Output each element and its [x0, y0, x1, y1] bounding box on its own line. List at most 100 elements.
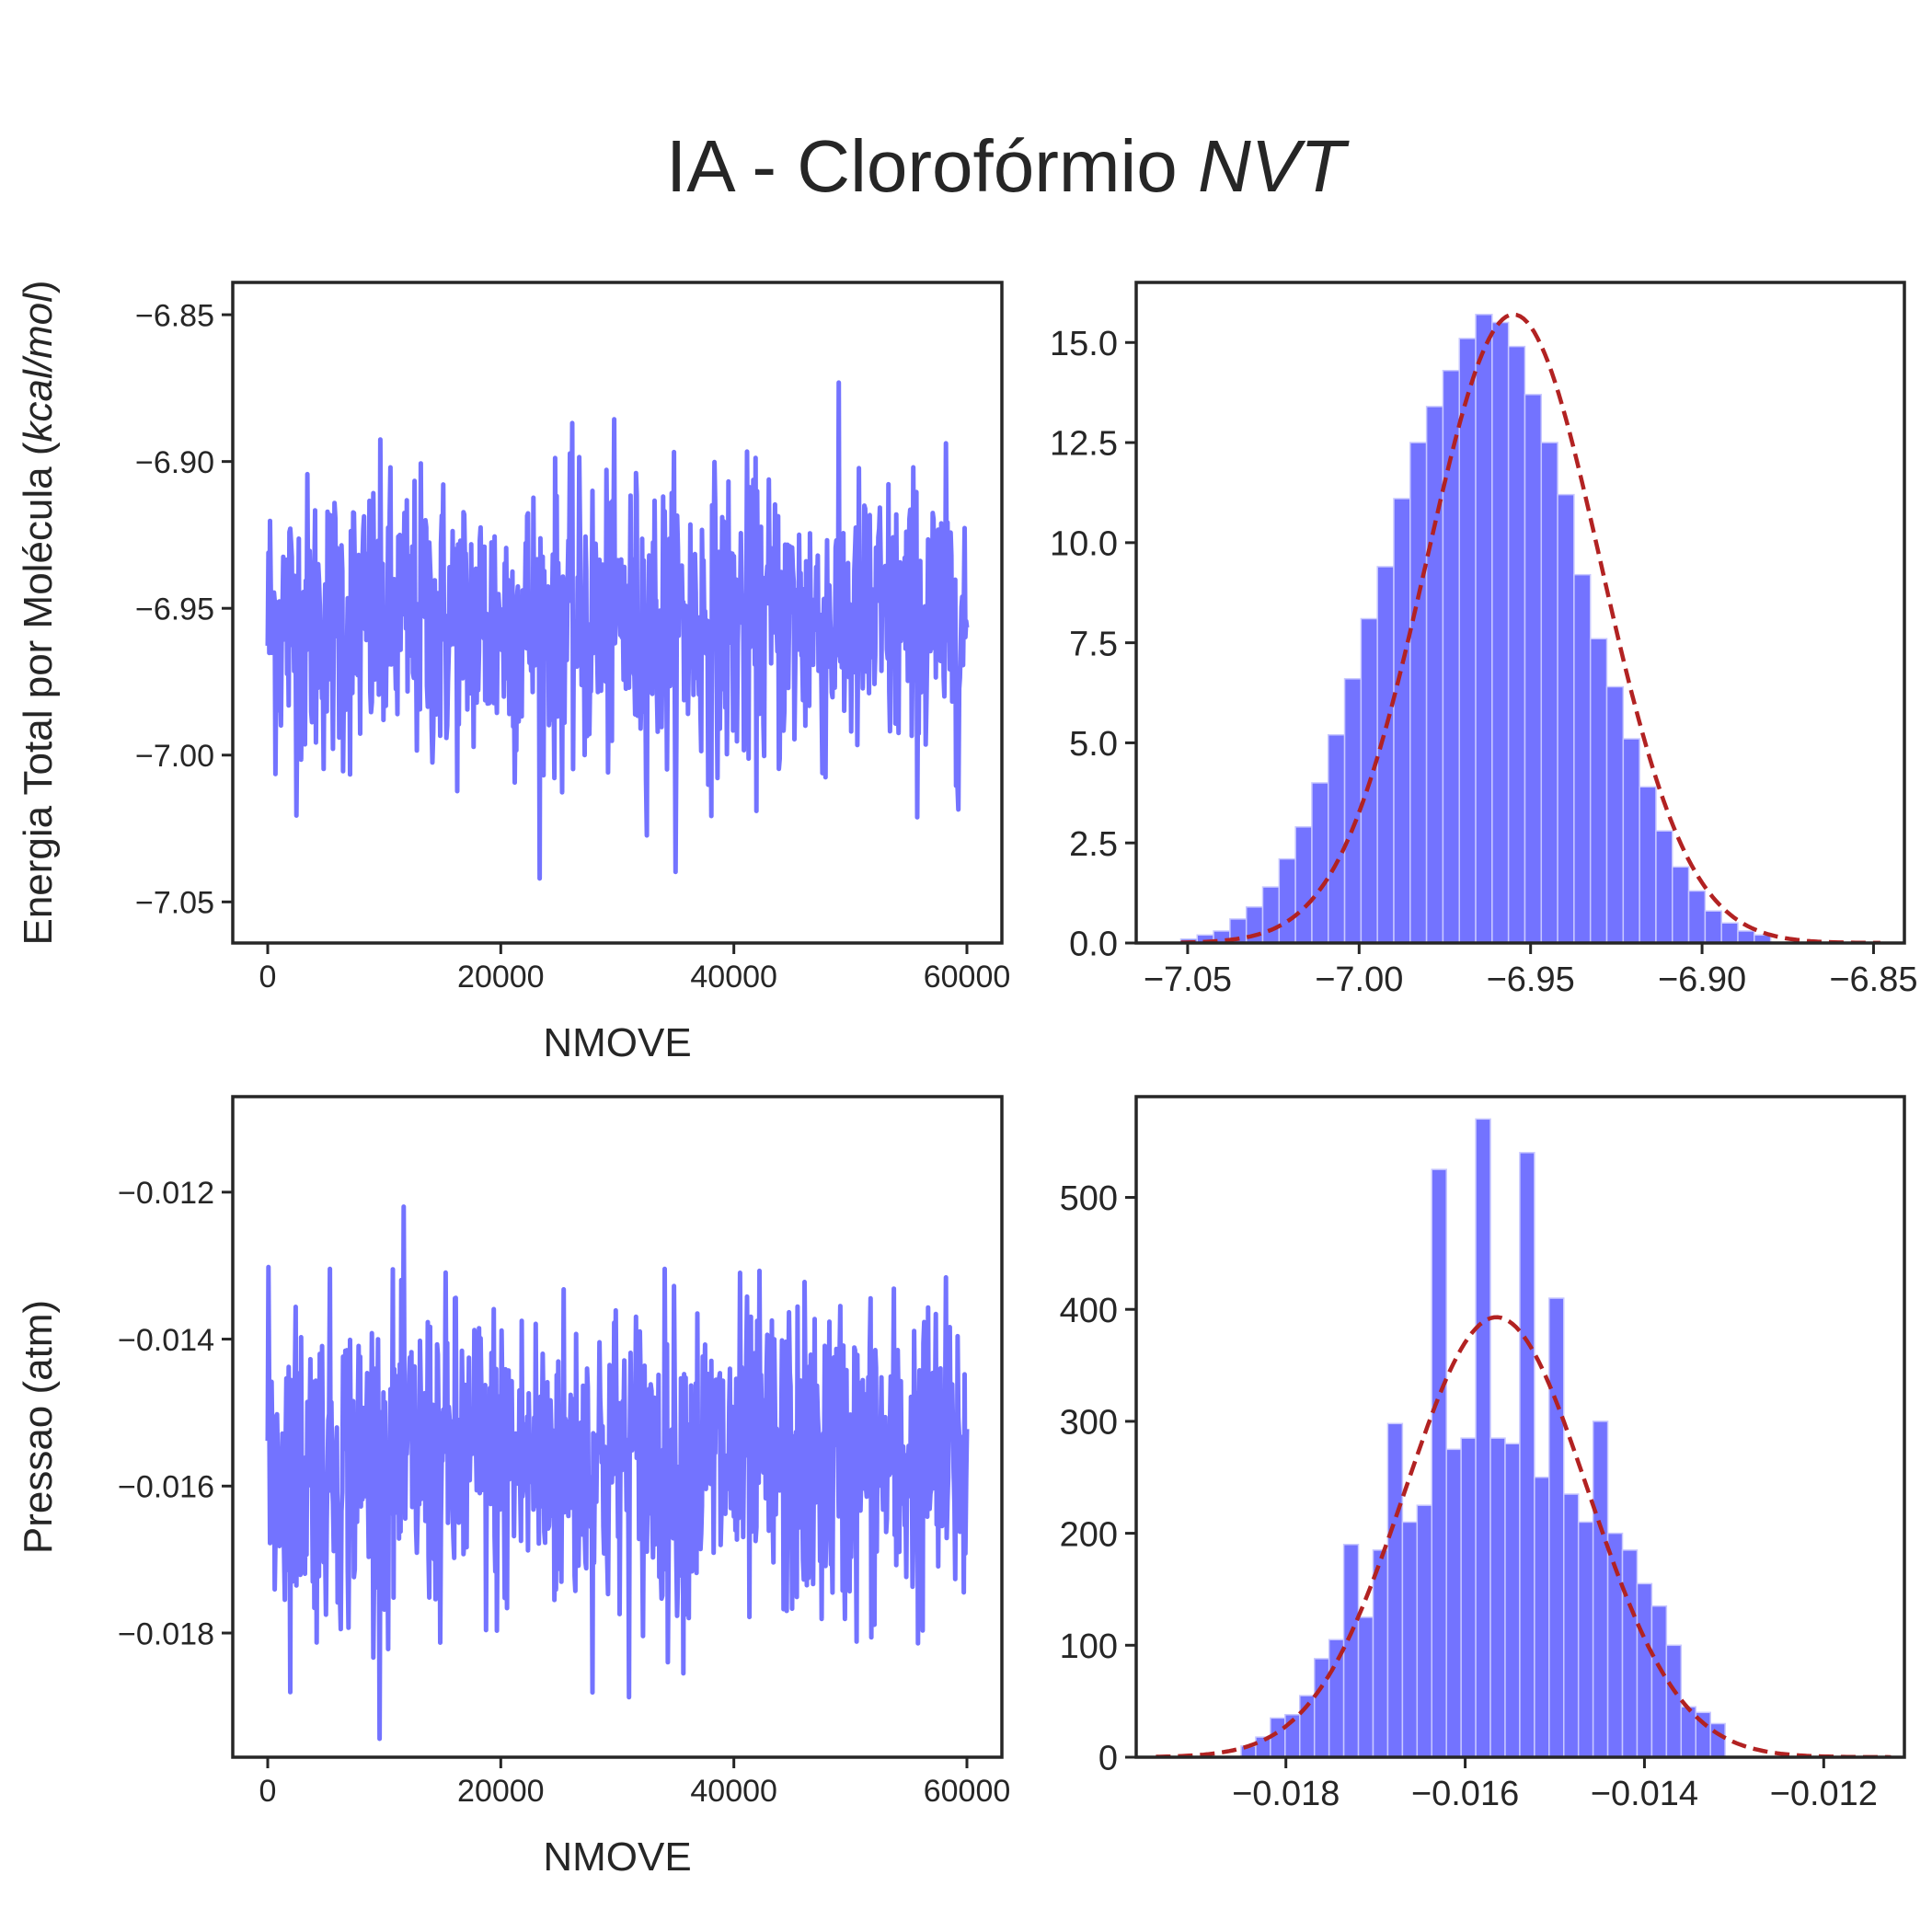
- x-tick-label: 40000: [690, 1774, 777, 1809]
- x-tick-label: −0.016: [1411, 1775, 1519, 1813]
- x-tick-label: 0: [259, 960, 277, 995]
- x-tick-label: 20000: [457, 960, 545, 995]
- histogram-bar: [1416, 1504, 1433, 1757]
- histogram-bar: [1737, 930, 1755, 943]
- axes-frame: [231, 1095, 1004, 1759]
- histogram-bar: [1342, 1544, 1360, 1757]
- x-tick-label: 20000: [457, 1774, 545, 1809]
- pressure-histogram-panel: −0.018 −0.016 −0.014 −0.012 0 100 200 300 400 500: [1060, 1095, 1906, 1813]
- histogram-bar: [1680, 1706, 1696, 1757]
- histogram-bar: [1376, 566, 1395, 943]
- trace-line: [265, 1204, 970, 1742]
- gaussian-fit-curve: [1180, 312, 1880, 943]
- axes-frame: [1134, 281, 1906, 945]
- histogram-bar: [1393, 498, 1411, 943]
- y-axis-label-unit: kcal/mol: [16, 293, 61, 443]
- y-tick-label: 400: [1060, 1292, 1118, 1330]
- y-tick-label: 100: [1060, 1627, 1118, 1666]
- y-tick-label: −7.00: [135, 739, 214, 774]
- x-tick-label: 60000: [924, 960, 1011, 995]
- plot-area: [1179, 312, 1880, 943]
- y-tick-label: −0.012: [118, 1176, 214, 1211]
- histogram-bar: [1425, 406, 1444, 943]
- pressure-trace-panel: 0 20000 40000 60000 −0.012 −0.014 −0.016 −0.018…: [16, 1095, 1011, 1880]
- x-axis-label: NMOVE: [543, 1834, 691, 1880]
- histogram-bar: [1621, 1549, 1639, 1757]
- histogram-bar: [1409, 442, 1428, 943]
- histogram-bar: [1650, 1604, 1668, 1757]
- x-tick-label: −6.85: [1829, 960, 1917, 999]
- plot-area: [265, 1204, 970, 1742]
- histogram-bar: [1524, 394, 1543, 943]
- y-tick-label: 7.5: [1069, 625, 1118, 663]
- histogram-bar: [1557, 493, 1575, 943]
- y-axis-label: Pressao (atm): [16, 1300, 61, 1554]
- x-tick-label: −0.018: [1232, 1775, 1340, 1813]
- x-tick-label: −7.05: [1144, 960, 1232, 999]
- axes-frame: [1134, 1095, 1906, 1759]
- y-tick-label: −0.016: [118, 1470, 214, 1505]
- y-tick-label: −6.95: [135, 592, 214, 627]
- histogram-bar: [1720, 922, 1739, 943]
- histogram-bar: [1534, 1477, 1550, 1757]
- histogram-bar: [1504, 1443, 1521, 1757]
- histogram-bar: [1563, 1493, 1580, 1757]
- histogram-bar: [1489, 1437, 1506, 1757]
- y-tick-label: −7.05: [135, 886, 214, 921]
- histogram-bar: [1475, 1118, 1491, 1757]
- x-tick-label: −0.014: [1591, 1775, 1698, 1813]
- histogram-bar: [1357, 1616, 1374, 1757]
- histogram-bar: [1589, 638, 1608, 943]
- x-tick-label: −0.012: [1770, 1775, 1878, 1813]
- histogram-bar: [1639, 786, 1657, 943]
- histogram-bar: [1458, 338, 1477, 943]
- energy-trace-panel: 0 20000 40000 60000 −6.85 −6.90 −6.95 −7.00 −7.0…: [16, 280, 1010, 1065]
- histogram-bar: [1519, 1152, 1535, 1757]
- histogram-bar: [1445, 1448, 1462, 1757]
- histogram-bar: [1278, 857, 1296, 943]
- y-tick-label: 5.0: [1069, 725, 1118, 764]
- y-tick-label: 0: [1098, 1740, 1118, 1778]
- histogram-bar: [1507, 345, 1526, 943]
- y-tick-label: −6.90: [135, 445, 214, 480]
- histogram-bar: [1372, 1549, 1389, 1757]
- x-tick-label: 60000: [924, 1774, 1011, 1809]
- histogram-bar: [1709, 1722, 1726, 1757]
- y-tick-label: 500: [1060, 1179, 1118, 1218]
- histogram-bar: [1665, 1644, 1683, 1757]
- y-tick-label: 2.5: [1069, 825, 1118, 864]
- histogram-bar: [1655, 830, 1673, 943]
- y-tick-label: 200: [1060, 1515, 1118, 1554]
- histogram-bar: [1573, 573, 1592, 943]
- figure-title-main: IA - Clorofórmio: [666, 125, 1198, 207]
- y-tick-label: 300: [1060, 1404, 1118, 1443]
- y-tick-label: 12.5: [1050, 425, 1118, 464]
- energy-histogram-panel: −7.05 −7.00 −6.95 −6.90 −6.85 0.0 2.5 5.0 7.5 10.…: [1050, 281, 1918, 999]
- y-axis-label-main: Pressao (atm): [16, 1300, 61, 1554]
- y-axis-label-main: Energia Total por Molécula (: [16, 442, 61, 945]
- x-tick-label: 0: [259, 1774, 277, 1809]
- x-tick-label: 40000: [690, 960, 777, 995]
- histogram-bar: [1401, 1521, 1419, 1757]
- y-tick-label: 0.0: [1069, 926, 1118, 964]
- x-axis-label: NMOVE: [543, 1020, 691, 1065]
- histogram-bar: [1636, 1582, 1653, 1757]
- y-tick-label: 10.0: [1050, 525, 1118, 564]
- y-tick-label: 15.0: [1050, 325, 1118, 363]
- histogram-bar: [1491, 321, 1510, 943]
- histogram-bar: [1475, 314, 1493, 943]
- trace-line: [265, 380, 970, 881]
- figure-title-italic: NVT: [1198, 125, 1350, 207]
- histogram-bar: [1386, 1422, 1404, 1757]
- x-tick-label: −6.95: [1487, 960, 1575, 999]
- histogram-bar: [1687, 890, 1707, 943]
- x-tick-label: −6.90: [1658, 960, 1746, 999]
- histogram-bar: [1704, 910, 1722, 943]
- histogram-bar: [1311, 782, 1329, 943]
- x-tick-label: −7.00: [1315, 960, 1403, 999]
- histogram-bar: [1577, 1521, 1594, 1757]
- histogram-bar: [1328, 1639, 1345, 1757]
- histogram-bar: [1592, 1420, 1609, 1757]
- plot-area: [265, 380, 970, 881]
